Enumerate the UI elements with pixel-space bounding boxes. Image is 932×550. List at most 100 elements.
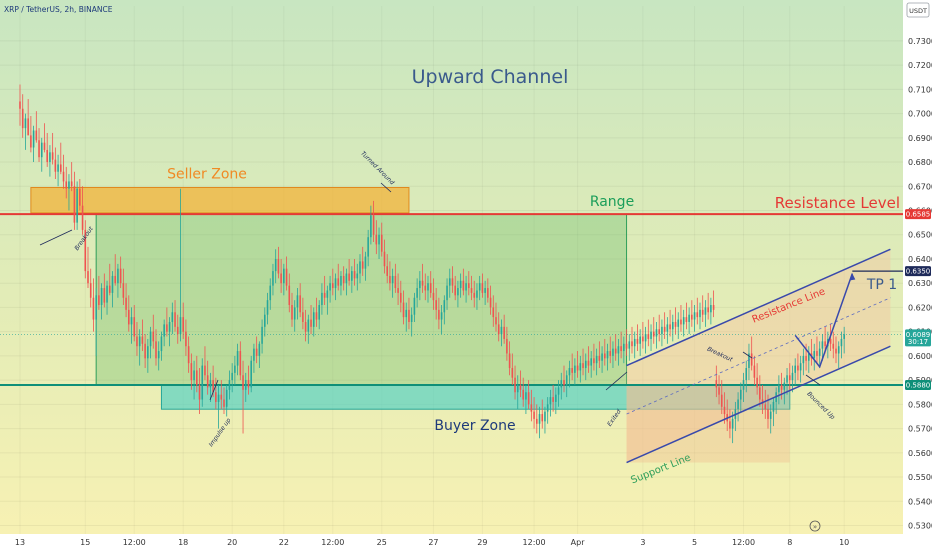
candle-body xyxy=(87,271,89,284)
candle-body xyxy=(95,295,97,320)
candle-body xyxy=(35,130,38,141)
candle-body xyxy=(43,142,46,150)
candle-body xyxy=(283,268,285,284)
candle-body xyxy=(457,288,459,296)
candle-body xyxy=(119,268,122,284)
price-tag-label: 0.6089 xyxy=(906,331,931,339)
candle-body xyxy=(201,365,204,400)
candle-body xyxy=(753,365,756,378)
scroll-to-realtime-icon[interactable]: » xyxy=(809,520,821,532)
candle-body xyxy=(62,171,65,182)
candle-body xyxy=(620,346,622,352)
candle-body xyxy=(302,312,304,322)
candle-body xyxy=(274,258,277,272)
candle-body xyxy=(565,375,568,385)
candle-body xyxy=(171,312,174,322)
candle-body xyxy=(166,324,168,332)
chart-title: Upward Channel xyxy=(412,66,569,88)
price-tag xyxy=(905,209,931,220)
candle-body xyxy=(677,319,680,327)
candle-body xyxy=(138,336,141,347)
candle-body xyxy=(353,271,356,279)
candle-body xyxy=(345,273,348,284)
x-tick-label: 18 xyxy=(178,538,188,547)
candle-body xyxy=(552,397,554,402)
candle-body xyxy=(468,283,470,289)
candle-body xyxy=(359,261,361,274)
candle-body xyxy=(487,288,489,298)
candle-body xyxy=(710,305,712,313)
candle-body xyxy=(231,372,233,381)
candle-body xyxy=(750,353,753,366)
candle-body xyxy=(27,118,29,136)
x-tick-label: 15 xyxy=(80,538,90,547)
candle-body xyxy=(435,300,437,310)
candle-body xyxy=(459,280,462,289)
candle-body xyxy=(764,404,767,410)
level-label: Resistance Level xyxy=(775,194,900,212)
candle-body xyxy=(503,326,505,339)
candle-body xyxy=(661,326,663,335)
candle-body xyxy=(24,118,27,129)
candle-body xyxy=(759,387,761,400)
zone-buyer-zone xyxy=(160,384,791,410)
currency-badge[interactable]: USDT xyxy=(909,7,927,15)
candle-body xyxy=(32,130,35,148)
price-tag-label: 0.5880 xyxy=(906,381,931,389)
x-tick-label: 29 xyxy=(477,538,487,547)
candle-body xyxy=(799,363,802,371)
candle-body xyxy=(106,285,108,303)
candle-body xyxy=(476,290,478,298)
candle-body xyxy=(601,353,603,361)
annotation-arrow xyxy=(742,351,753,359)
candle-body xyxy=(307,319,310,332)
candle-body xyxy=(712,305,715,310)
candle-body xyxy=(617,346,620,354)
candle-body xyxy=(527,392,530,405)
candle-body xyxy=(215,392,217,402)
candle-body xyxy=(204,365,206,376)
candle-body xyxy=(397,288,399,293)
candle-body xyxy=(631,341,633,347)
candle-body xyxy=(133,317,136,337)
candle-body xyxy=(40,142,43,158)
candle-body xyxy=(296,295,299,308)
candle-body xyxy=(370,215,372,238)
candle-body xyxy=(625,343,628,349)
candle-body xyxy=(533,411,535,419)
candle-body xyxy=(361,261,364,269)
candle-body xyxy=(400,292,402,303)
candle-body xyxy=(329,283,331,291)
candle-body xyxy=(49,152,51,163)
candle-body xyxy=(247,380,250,388)
candle-body xyxy=(840,338,843,347)
candle-body xyxy=(462,280,465,291)
annotation-arrow xyxy=(380,182,392,193)
candle-body xyxy=(666,324,669,332)
candle-body xyxy=(185,331,187,347)
candle-body xyxy=(740,389,742,400)
x-tick-label: 8 xyxy=(787,538,792,547)
candle-body xyxy=(364,256,367,269)
candle-body xyxy=(672,321,674,330)
candle-body xyxy=(563,380,565,385)
candle-body xyxy=(590,358,592,366)
candle-body xyxy=(571,368,573,373)
candle-body xyxy=(114,275,116,284)
candle-body xyxy=(198,384,201,400)
candle-body xyxy=(100,288,103,306)
currency-badge-box[interactable] xyxy=(906,2,930,18)
candle-body xyxy=(342,275,345,284)
candle-body xyxy=(81,205,84,230)
candle-body xyxy=(506,338,508,354)
candle-body xyxy=(623,343,625,352)
candle-body xyxy=(383,251,386,267)
candle-body xyxy=(440,312,443,320)
candle-body xyxy=(633,338,636,347)
candle-body xyxy=(778,384,780,393)
